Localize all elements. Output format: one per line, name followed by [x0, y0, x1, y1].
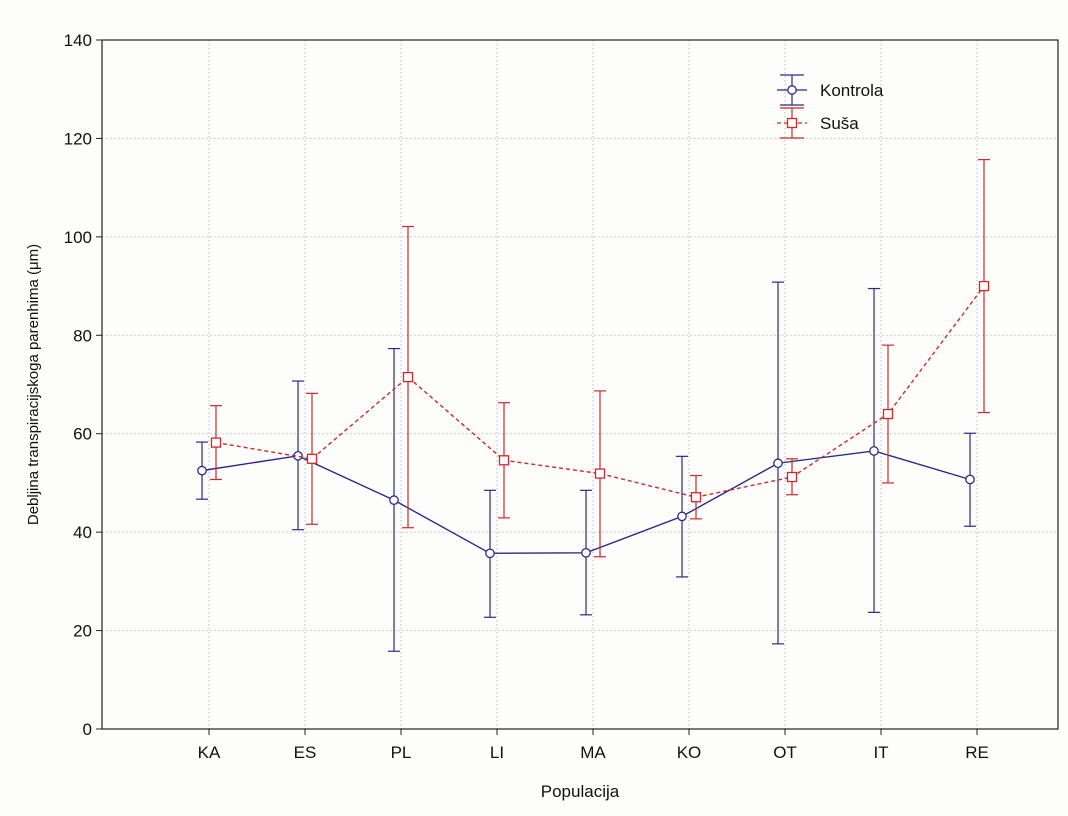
y-tick-label: 20	[73, 622, 92, 641]
y-tick-label: 40	[73, 523, 92, 542]
x-tick-label: RE	[965, 743, 989, 762]
data-point-square	[594, 468, 606, 479]
y-tick-label: 0	[83, 720, 92, 739]
plot-area-frame	[101, 39, 1059, 730]
data-point-circle	[773, 458, 783, 469]
series-Kontrola	[196, 281, 976, 652]
y-tick-label: 80	[73, 326, 92, 345]
x-tick-label: KA	[198, 743, 221, 762]
x-tick-label: OT	[773, 743, 797, 762]
grid-lines	[102, 40, 1058, 729]
data-point-square	[498, 455, 510, 466]
y-tick-label: 60	[73, 425, 92, 444]
legend-label: Suša	[820, 114, 859, 133]
x-tick-label: MA	[580, 743, 606, 762]
legend-marker	[787, 85, 797, 95]
x-tick-label: KO	[677, 743, 702, 762]
data-point-square	[882, 408, 894, 420]
data-point-circle	[197, 465, 207, 476]
x-tick-label: LI	[490, 743, 504, 762]
axes: 0 20 40 60 80 100 120 140 KA ES PL LI MA KO OT IT RE	[64, 31, 989, 762]
legend-item: Kontrola	[777, 74, 884, 106]
legend-item: Suša	[777, 107, 859, 139]
y-tick-label: 120	[64, 129, 92, 148]
data-point-square	[978, 280, 990, 292]
y-tick-label: 100	[64, 228, 92, 247]
data-point-square	[306, 453, 318, 464]
data-point-circle	[485, 548, 495, 559]
x-tick-label: IT	[873, 743, 888, 762]
data-point-square	[690, 492, 702, 503]
legend: Kontrola Suša	[777, 74, 884, 139]
y-axis-label: Debljina transpiracijskoga parenhima (μm…	[25, 244, 42, 525]
series-Suša	[210, 158, 990, 558]
x-tick-label: PL	[391, 743, 412, 762]
x-axis-label: Populacija	[541, 782, 620, 801]
data-point-circle	[581, 547, 591, 558]
data-point-circle	[677, 511, 687, 522]
series-layer	[196, 158, 990, 652]
data-point-square	[402, 371, 414, 383]
data-point-circle	[869, 446, 879, 456]
data-point-square	[210, 437, 222, 448]
data-point-circle	[389, 495, 399, 506]
legend-label: Kontrola	[820, 81, 884, 100]
x-tick-label: ES	[294, 743, 317, 762]
y-tick-label: 140	[64, 31, 92, 50]
data-point-square	[786, 471, 798, 483]
data-point-circle	[965, 474, 975, 485]
legend-marker	[786, 117, 798, 129]
